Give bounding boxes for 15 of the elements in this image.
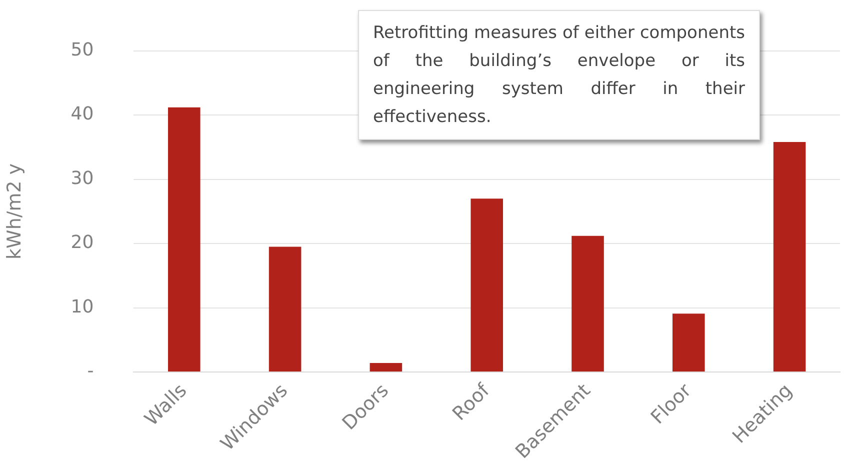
bar	[470, 198, 503, 372]
y-tick-label: 20	[70, 232, 94, 254]
bar	[268, 246, 302, 372]
bar	[370, 363, 402, 372]
bar	[168, 107, 200, 372]
y-tick-label: -	[87, 360, 94, 382]
y-tick-label: 40	[70, 104, 94, 125]
y-tick-label: 10	[70, 296, 94, 318]
annotation: Retrofitting measures of either components of the building’s envelope or its engineering system differ in their effectiveness.	[358, 10, 760, 140]
bar	[773, 142, 806, 372]
y-axis-title: kWh/m2 y	[3, 163, 26, 260]
y-tick-label: 50	[70, 39, 94, 60]
y-tick-label: 30	[70, 168, 94, 189]
bar	[672, 314, 705, 372]
bar	[572, 236, 604, 372]
